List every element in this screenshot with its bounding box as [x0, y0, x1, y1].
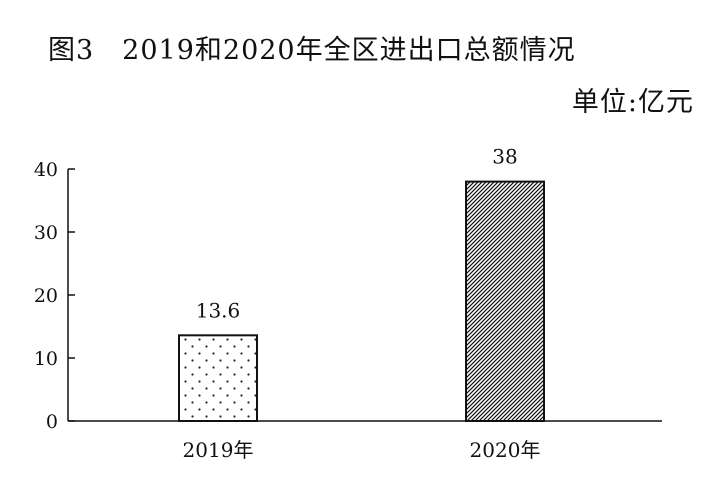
bar-2: [465, 180, 545, 422]
x-category-label: 2020年: [470, 438, 541, 462]
y-tick-label: 0: [46, 411, 58, 433]
y-tick-label: 30: [34, 222, 58, 244]
y-tick-label: 10: [34, 348, 58, 370]
unit-label: 单位:亿元: [571, 87, 694, 118]
y-tick-label: 20: [34, 285, 58, 307]
y-tick-label: 40: [34, 159, 58, 181]
chart-title: 图3 2019和2020年全区进出口总额情况: [48, 35, 576, 66]
bar-value-label: 38: [492, 145, 517, 169]
x-category-label: 2019年: [183, 438, 254, 462]
bar-value-label: 13.6: [196, 298, 241, 322]
bar-1: [178, 334, 258, 423]
